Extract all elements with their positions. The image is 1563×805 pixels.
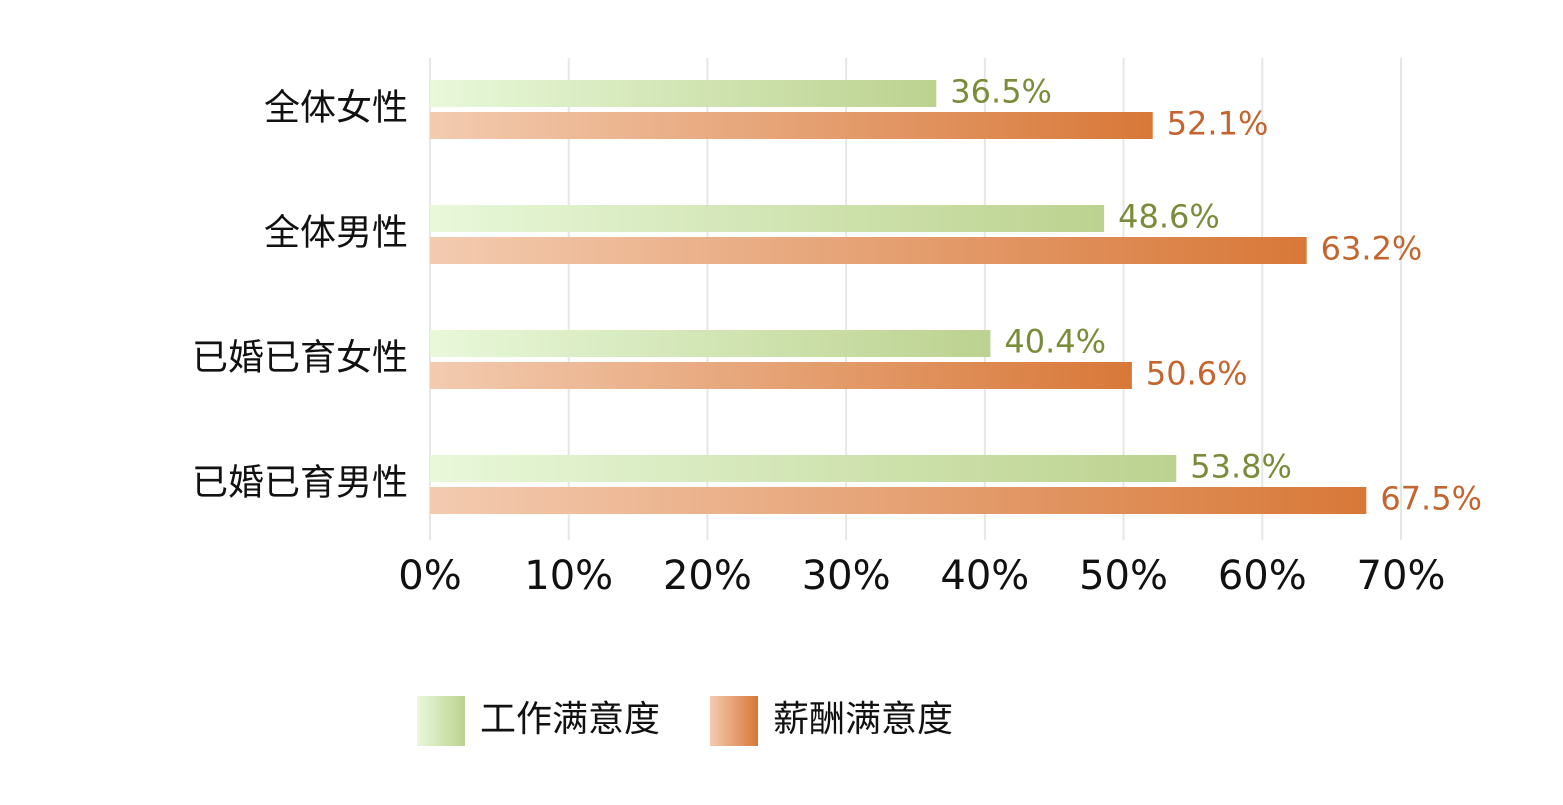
category-label: 全体女性 (264, 88, 408, 129)
value-label: 53.8% (1190, 448, 1292, 486)
x-tick-label: 70% (1357, 553, 1446, 599)
category-label: 已婚已育男性 (192, 463, 408, 504)
value-label: 63.2% (1321, 230, 1423, 268)
bar (430, 237, 1307, 264)
category-label: 全体男性 (264, 213, 408, 254)
x-tick-label: 40% (940, 553, 1029, 599)
bar (430, 112, 1153, 139)
value-label: 40.4% (1004, 323, 1106, 361)
legend-swatch (710, 696, 758, 746)
bar (430, 362, 1132, 389)
category-label: 已婚已育女性 (192, 338, 408, 379)
x-tick-label: 0% (398, 553, 461, 599)
value-label: 50.6% (1146, 355, 1248, 393)
x-tick-label: 20% (663, 553, 752, 599)
x-tick-label: 60% (1218, 553, 1307, 599)
value-label: 67.5% (1380, 480, 1482, 518)
bar (430, 205, 1105, 232)
value-label: 52.1% (1167, 105, 1269, 143)
bar (430, 330, 991, 357)
x-tick-label: 10% (524, 553, 613, 599)
bar (430, 80, 937, 107)
x-tick-label: 30% (802, 553, 891, 599)
x-tick-label: 50% (1079, 553, 1168, 599)
bar (430, 455, 1177, 482)
value-label: 48.6% (1118, 198, 1220, 236)
legend-label: 工作满意度 (480, 699, 660, 740)
legend-swatch (417, 696, 465, 746)
bar (430, 487, 1367, 514)
value-label: 36.5% (950, 73, 1052, 111)
legend-label: 薪酬满意度 (773, 699, 953, 740)
